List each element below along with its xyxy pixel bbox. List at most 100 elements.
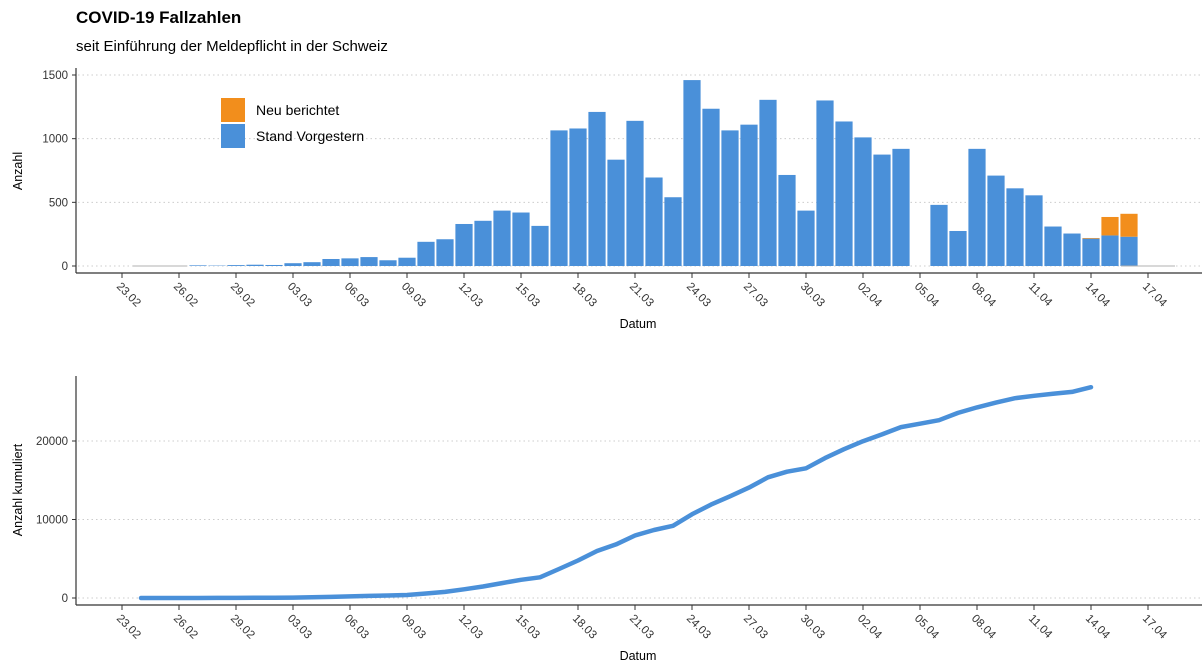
- bar-stand-vorgestern: [531, 225, 549, 266]
- bar-chart-x-tick-label: 29.02: [228, 281, 257, 310]
- bar-chart-x-tick-label: 08.04: [969, 281, 998, 310]
- bar-chart-x-tick-label: 21.03: [627, 281, 656, 310]
- bar-chart-x-tick-label: 14.04: [1083, 281, 1112, 310]
- line-chart-y-tick-label: 20000: [36, 436, 68, 448]
- chart-subtitle: seit Einführung der Meldepflicht in der …: [76, 38, 388, 55]
- bar-chart-x-tick-label: 09.03: [399, 281, 428, 310]
- bar-chart-y-tick-label: 500: [49, 197, 68, 209]
- line-chart-y-axis-title: Anzahl kumuliert: [11, 443, 25, 536]
- bar-stand-vorgestern: [968, 148, 986, 266]
- bar-chart-x-tick-label: 18.03: [570, 281, 599, 310]
- bar-stand-vorgestern: [474, 220, 492, 266]
- line-chart-x-tick-label: 03.03: [285, 613, 314, 642]
- line-chart-x-tick-label: 29.02: [228, 613, 257, 642]
- line-chart-x-tick-label: 24.03: [684, 613, 713, 642]
- legend-label-stand-vorgestern: Stand Vorgestern: [256, 128, 364, 144]
- bar-stand-vorgestern: [1101, 235, 1119, 266]
- bar-stand-vorgestern: [892, 148, 910, 266]
- cumulative-cases-line: [138, 384, 1094, 601]
- bar-stand-vorgestern: [740, 124, 758, 266]
- bar-stand-vorgestern: [569, 128, 587, 266]
- chart-title: COVID-19 Fallzahlen: [76, 8, 242, 27]
- bar-stand-vorgestern: [683, 80, 701, 267]
- bar-chart-y-tick-label: 0: [62, 261, 68, 273]
- bar-stand-vorgestern: [436, 239, 454, 266]
- bar-stand-vorgestern: [645, 177, 663, 266]
- bar-chart-x-tick-label: 24.03: [684, 281, 713, 310]
- bar-chart-x-tick-label: 17.04: [1140, 281, 1169, 310]
- line-chart-x-tick-label: 18.03: [570, 613, 599, 642]
- bar-chart-x-tick-label: 06.03: [342, 281, 371, 310]
- line-chart-y-tick-label: 0: [62, 593, 68, 605]
- bar-chart-x-tick-label: 23.02: [114, 281, 143, 310]
- line-chart-x-tick-label: 15.03: [513, 613, 542, 642]
- line-chart-x-tick-label: 23.02: [114, 613, 143, 642]
- line-chart-x-tick-label: 08.04: [969, 613, 998, 642]
- bar-chart-y-tick-label: 1500: [42, 70, 68, 82]
- bar-stand-vorgestern: [1044, 226, 1062, 266]
- bar-chart-x-tick-label: 11.04: [1026, 281, 1055, 310]
- line-chart-x-tick-label: 12.03: [456, 613, 485, 642]
- bar-stand-vorgestern: [284, 263, 302, 266]
- bar-stand-vorgestern: [1063, 233, 1081, 266]
- line-chart-x-axis-title: Datum: [620, 649, 657, 662]
- line-chart-x-tick-label: 06.03: [342, 613, 371, 642]
- line-chart-x-tick-label: 02.04: [855, 613, 884, 642]
- line-chart-x-tick-label: 30.03: [798, 613, 827, 642]
- bar-stand-vorgestern: [626, 120, 644, 266]
- bar-stand-vorgestern: [1120, 236, 1138, 266]
- line-chart-x-tick-label: 27.03: [741, 613, 770, 642]
- bar-stand-vorgestern: [664, 197, 682, 266]
- line-chart-x-tick-label: 14.04: [1083, 613, 1112, 642]
- bar-stand-vorgestern: [417, 241, 435, 266]
- bar-stand-vorgestern: [1082, 238, 1100, 266]
- bar-stand-vorgestern: [1006, 188, 1024, 266]
- line-chart-x-tick-label: 26.02: [171, 613, 200, 642]
- bar-stand-vorgestern: [816, 100, 834, 266]
- legend-swatch-neu-berichtet: [221, 98, 245, 122]
- bar-stand-vorgestern: [265, 264, 283, 266]
- bar-stand-vorgestern: [341, 258, 359, 266]
- bar-neu-berichtet: [1101, 216, 1119, 236]
- bar-neu-berichtet: [1120, 213, 1138, 237]
- bar-chart-x-tick-label: 15.03: [513, 281, 542, 310]
- bar-stand-vorgestern: [721, 130, 739, 266]
- bar-stand-vorgestern: [360, 257, 378, 266]
- bar-stand-vorgestern: [1025, 195, 1043, 266]
- bar-chart-x-tick-label: 26.02: [171, 281, 200, 310]
- bar-stand-vorgestern: [227, 265, 245, 266]
- bar-stand-vorgestern: [588, 111, 606, 266]
- bar-chart-y-axis-title: Anzahl: [11, 152, 25, 190]
- bar-chart-x-tick-label: 05.04: [912, 281, 941, 310]
- bar-stand-vorgestern: [189, 265, 207, 266]
- bar-stand-vorgestern: [493, 210, 511, 266]
- bar-stand-vorgestern: [607, 159, 625, 266]
- bar-stand-vorgestern: [455, 223, 473, 266]
- bar-stand-vorgestern: [797, 210, 815, 266]
- bar-stand-vorgestern: [322, 258, 340, 266]
- bar-stand-vorgestern: [949, 230, 967, 266]
- legend-swatch-stand-vorgestern: [221, 124, 245, 148]
- bar-stand-vorgestern: [759, 99, 777, 266]
- line-chart-y-tick-label: 10000: [36, 515, 68, 527]
- bar-stand-vorgestern: [246, 264, 264, 266]
- bar-stand-vorgestern: [835, 121, 853, 266]
- bar-stand-vorgestern: [987, 175, 1005, 266]
- bar-stand-vorgestern: [778, 174, 796, 266]
- bar-stand-vorgestern: [702, 108, 720, 266]
- bar-chart-x-tick-label: 02.04: [855, 281, 884, 310]
- bar-neu-berichtet: [1082, 237, 1100, 239]
- bar-stand-vorgestern: [930, 204, 948, 266]
- bar-chart-x-tick-label: 03.03: [285, 281, 314, 310]
- bar-chart-x-tick-label: 27.03: [741, 281, 770, 310]
- line-chart-x-tick-label: 11.04: [1026, 613, 1055, 642]
- bar-stand-vorgestern: [854, 137, 872, 266]
- line-chart-x-tick-label: 21.03: [627, 613, 656, 642]
- bar-stand-vorgestern: [379, 260, 397, 266]
- line-chart-x-tick-label: 05.04: [912, 613, 941, 642]
- bar-stand-vorgestern: [550, 130, 568, 266]
- bar-stand-vorgestern: [398, 257, 416, 266]
- legend-label-neu-berichtet: Neu berichtet: [256, 102, 339, 118]
- bar-stand-vorgestern: [512, 212, 530, 266]
